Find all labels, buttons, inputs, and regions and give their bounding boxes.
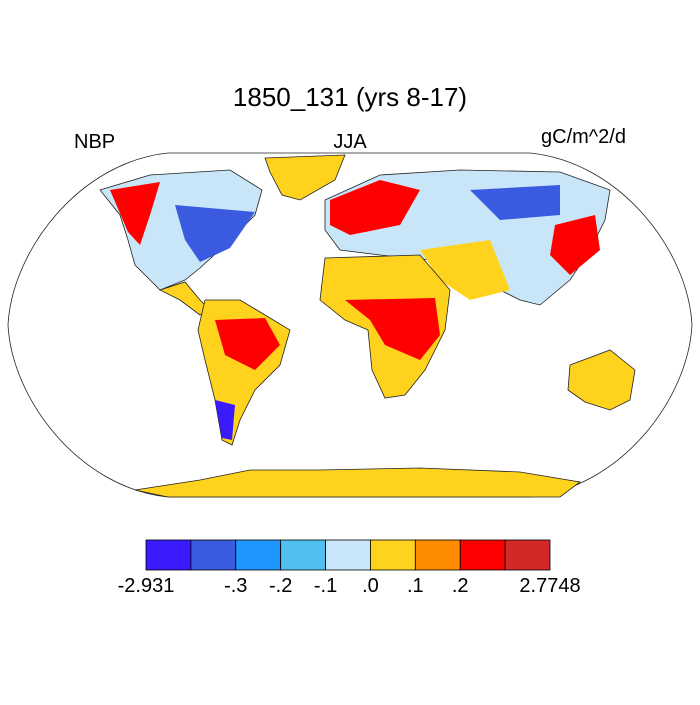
colorbar-box — [190, 539, 237, 571]
colorbar-box — [370, 539, 416, 571]
colorbar-box — [325, 539, 371, 571]
colorbar-label: -.1 — [314, 575, 337, 597]
australia — [567, 349, 636, 411]
title: 1850_131 (yrs 8-17) — [233, 82, 467, 112]
left-label: NBP — [74, 131, 115, 153]
colorbar-label: -2.931 — [118, 575, 175, 597]
africa-red — [345, 298, 440, 360]
colorbar: -2.931 -.3 -.2 -.1 .0 .1 .2 2.7748 — [118, 539, 581, 597]
na-red — [110, 182, 160, 245]
greenland — [264, 154, 346, 201]
map — [7, 152, 693, 498]
colorbar-box — [280, 539, 326, 571]
na-blue — [175, 205, 255, 262]
sa-blue — [215, 400, 235, 440]
colorbar-label: .0 — [362, 575, 379, 597]
colorbar-box — [459, 539, 506, 571]
colorbar-label: -.2 — [269, 575, 292, 597]
colorbar-label: .2 — [452, 575, 469, 597]
colorbar-label: .1 — [407, 575, 424, 597]
colorbar-label: 2.7748 — [519, 575, 580, 597]
colorbar-label: -.3 — [224, 575, 247, 597]
colorbar-box — [145, 539, 192, 571]
europe-red — [330, 180, 420, 235]
asia-blue — [470, 185, 560, 220]
right-label: gC/m^2/d — [541, 126, 626, 148]
antarctica — [134, 467, 581, 498]
colorbar-box — [414, 539, 461, 571]
colorbar-box — [504, 539, 551, 571]
asia-red — [550, 215, 600, 275]
sa-red — [215, 318, 280, 370]
middle-east — [420, 240, 510, 300]
center-label: JJA — [333, 131, 367, 153]
colorbar-box — [235, 539, 282, 571]
